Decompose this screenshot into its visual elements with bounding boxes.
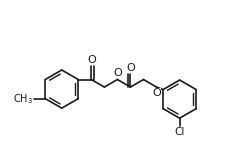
Text: O: O <box>87 56 96 65</box>
Text: O: O <box>113 68 122 78</box>
Text: O: O <box>153 88 161 98</box>
Text: O: O <box>126 63 135 73</box>
Text: Cl: Cl <box>174 127 185 137</box>
Text: CH$_3$: CH$_3$ <box>13 92 33 106</box>
